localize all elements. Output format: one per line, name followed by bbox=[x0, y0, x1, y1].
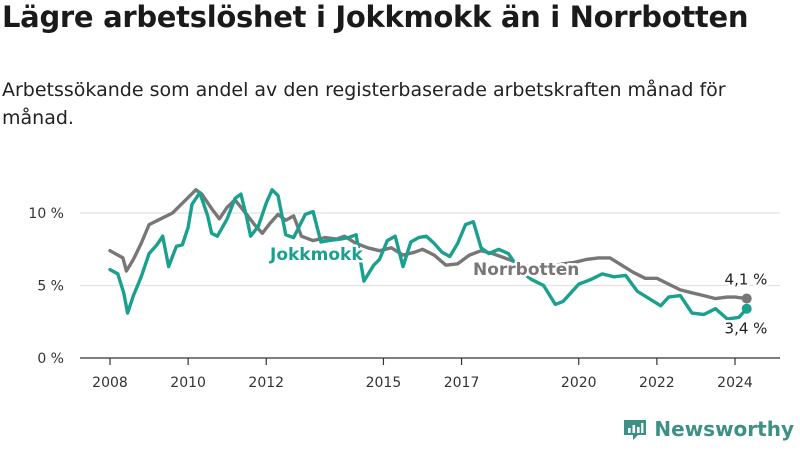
series-line-norrbotten bbox=[108, 188, 749, 301]
end-label-jokkmokk-halo: 3,4 % bbox=[725, 320, 768, 338]
series-label-jokkmokk: Jokkmokk bbox=[269, 245, 363, 265]
x-tick-label: 2020 bbox=[561, 375, 597, 391]
y-axis-ticks: 0 % 5 % 10 % bbox=[28, 206, 64, 367]
series-label-norrbotten: Norrbotten bbox=[473, 260, 579, 280]
end-label-jokkmokk: 3,4 % bbox=[725, 320, 768, 338]
end-point-jokkmokk bbox=[741, 303, 752, 314]
series-label-jokkmokk-halo: Jokkmokk bbox=[269, 245, 363, 265]
x-tick-label: 2015 bbox=[366, 375, 402, 391]
end-label-norrbotten-halo: 4,1 % bbox=[725, 271, 768, 289]
x-tick-label: 2010 bbox=[170, 375, 206, 391]
x-axis: 2008 2010 2012 2015 2017 2020 2022 2024 bbox=[80, 357, 780, 391]
series-line-jokkmokk bbox=[108, 188, 749, 321]
series-lines bbox=[108, 188, 752, 321]
x-tick-label: 2022 bbox=[639, 375, 675, 391]
y-tick-label: 0 % bbox=[37, 351, 64, 367]
y-tick-label: 5 % bbox=[37, 279, 64, 295]
y-tick-label: 10 % bbox=[28, 206, 64, 222]
end-label-norrbotten: 4,1 % bbox=[725, 271, 768, 289]
x-tick-label: 2008 bbox=[92, 375, 128, 391]
grid-lines bbox=[80, 212, 780, 287]
x-tick-label: 2012 bbox=[248, 375, 284, 391]
x-tick-label: 2017 bbox=[444, 375, 480, 391]
brand-name: Newsworthy bbox=[654, 417, 794, 441]
chart-title: Lägre arbetslöshet i Jokkmokk än i Norrb… bbox=[2, 0, 749, 34]
newsworthy-logo-icon bbox=[624, 420, 647, 440]
x-tick-label: 2024 bbox=[717, 375, 753, 391]
chart-subtitle: Arbetssökande som andel av den registerb… bbox=[2, 79, 726, 129]
end-point-norrbotten bbox=[741, 293, 752, 304]
series-label-norrbotten-halo: Norrbotten bbox=[473, 260, 579, 280]
newsworthy-logo: Newsworthy bbox=[622, 416, 794, 442]
